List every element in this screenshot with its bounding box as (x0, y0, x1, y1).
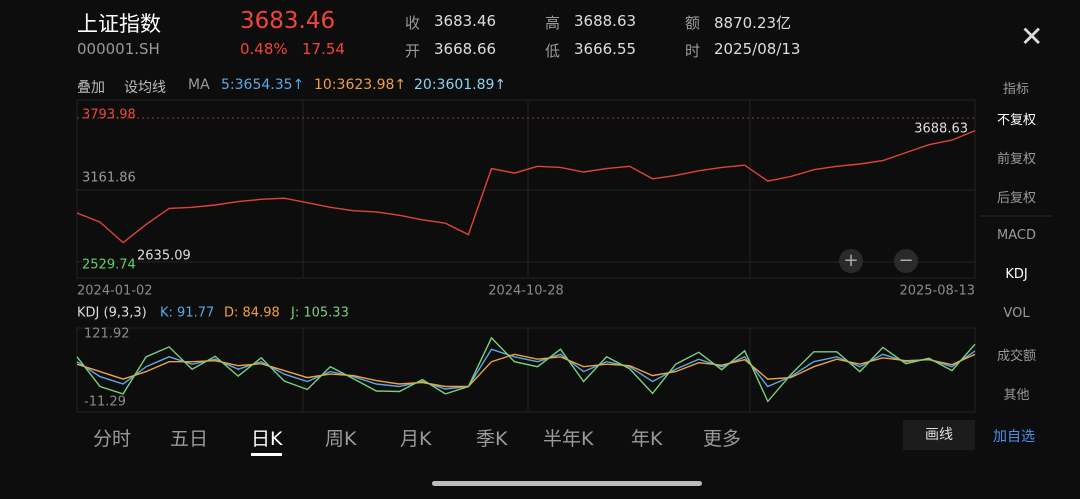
change-pct: 0.48% (240, 40, 288, 58)
period-tab[interactable]: 周K (325, 428, 357, 450)
period-tab[interactable]: 半年K (543, 428, 594, 450)
set-ma[interactable]: 设均线 (124, 80, 166, 96)
home-indicator (432, 481, 702, 486)
sidebar-item[interactable]: KDJ (1005, 267, 1028, 282)
period-tab[interactable]: 更多 (703, 428, 742, 450)
kdj-line (76, 353, 976, 388)
period-tab[interactable]: 日K (251, 424, 283, 456)
price-frame (76, 99, 976, 279)
legend-entry: J: 105.33 (290, 306, 349, 321)
kdj-line (76, 336, 976, 403)
period-tab[interactable]: 年K (631, 428, 663, 450)
x-label: 2025-08-13 (899, 284, 975, 299)
y-tick-label: 3161.86 (82, 171, 136, 186)
y-tick-label: 121.92 (84, 327, 130, 342)
period-tab[interactable]: 月K (400, 428, 432, 450)
stat-value: 3688.63 (574, 12, 637, 30)
ma-value: 10:3623.98↑ (314, 77, 407, 93)
min-marker: 2635.09 (137, 249, 191, 264)
stat-label: 低 (545, 42, 561, 60)
stat-label: 高 (545, 14, 561, 32)
stat-value: 8870.23亿 (714, 14, 792, 32)
x-label: 2024-01-02 (77, 284, 153, 299)
stat-label: 收 (405, 14, 421, 32)
stat-label: 开 (405, 42, 421, 60)
price-line (76, 129, 976, 244)
stat-value: 3668.66 (434, 40, 497, 58)
stat-label: 额 (685, 14, 701, 32)
stat-label: 时 (685, 42, 701, 60)
stat-value: 3683.46 (434, 12, 497, 30)
kdj-frame (76, 327, 976, 413)
kdj-title: KDJ (9,3,3) (77, 306, 147, 321)
period-tab[interactable]: 分时 (93, 428, 132, 450)
sidebar-item[interactable]: 成交额 (996, 349, 1036, 364)
ma-value: 5:3654.35↑ (221, 77, 305, 93)
legend-entry: K: 91.77 (160, 306, 214, 321)
change: 17.54 (302, 40, 345, 58)
period-tab[interactable]: 五日 (170, 428, 209, 450)
zoom-out[interactable]: − (894, 249, 918, 273)
draw-button[interactable]: 画线 (903, 420, 975, 450)
sidebar-item[interactable]: MACD (997, 228, 1036, 243)
ma-label: MA (188, 77, 210, 93)
sidebar-item[interactable]: 后复权 (996, 191, 1036, 206)
sidebar-item[interactable]: VOL (1003, 306, 1030, 321)
stock-code: 000001.SH (77, 40, 160, 58)
sidebar-item[interactable]: 前复权 (996, 152, 1036, 167)
stat-value: 3666.55 (574, 40, 637, 58)
sidebar-item[interactable]: 不复权 (996, 113, 1036, 128)
max-marker: 3688.63 (914, 121, 968, 136)
price: 3683.46 (240, 8, 336, 34)
zoom-in[interactable]: + (839, 249, 863, 273)
indicator-button[interactable]: 指标 (1003, 82, 1030, 97)
ma-value: 20:3601.89↑ (414, 77, 507, 93)
x-label: 2024-10-28 (488, 284, 564, 299)
sidebar-item[interactable]: 其他 (1003, 388, 1030, 403)
y-tick-label: 2529.74 (82, 258, 136, 273)
stock-name: 上证指数 (77, 12, 161, 36)
stat-value: 2025/08/13 (714, 40, 801, 58)
y-tick-label: 3793.98 (82, 108, 136, 123)
legend-entry: D: 84.98 (224, 306, 280, 321)
close-button[interactable]: ✕ (1020, 20, 1044, 53)
y-tick-label: -11.29 (84, 395, 126, 410)
period-tab[interactable]: 季K (476, 428, 508, 450)
overlay[interactable]: 叠加 (77, 80, 105, 96)
kdj-line (76, 348, 976, 390)
add-watch-button[interactable]: 加自选 (993, 429, 1035, 445)
